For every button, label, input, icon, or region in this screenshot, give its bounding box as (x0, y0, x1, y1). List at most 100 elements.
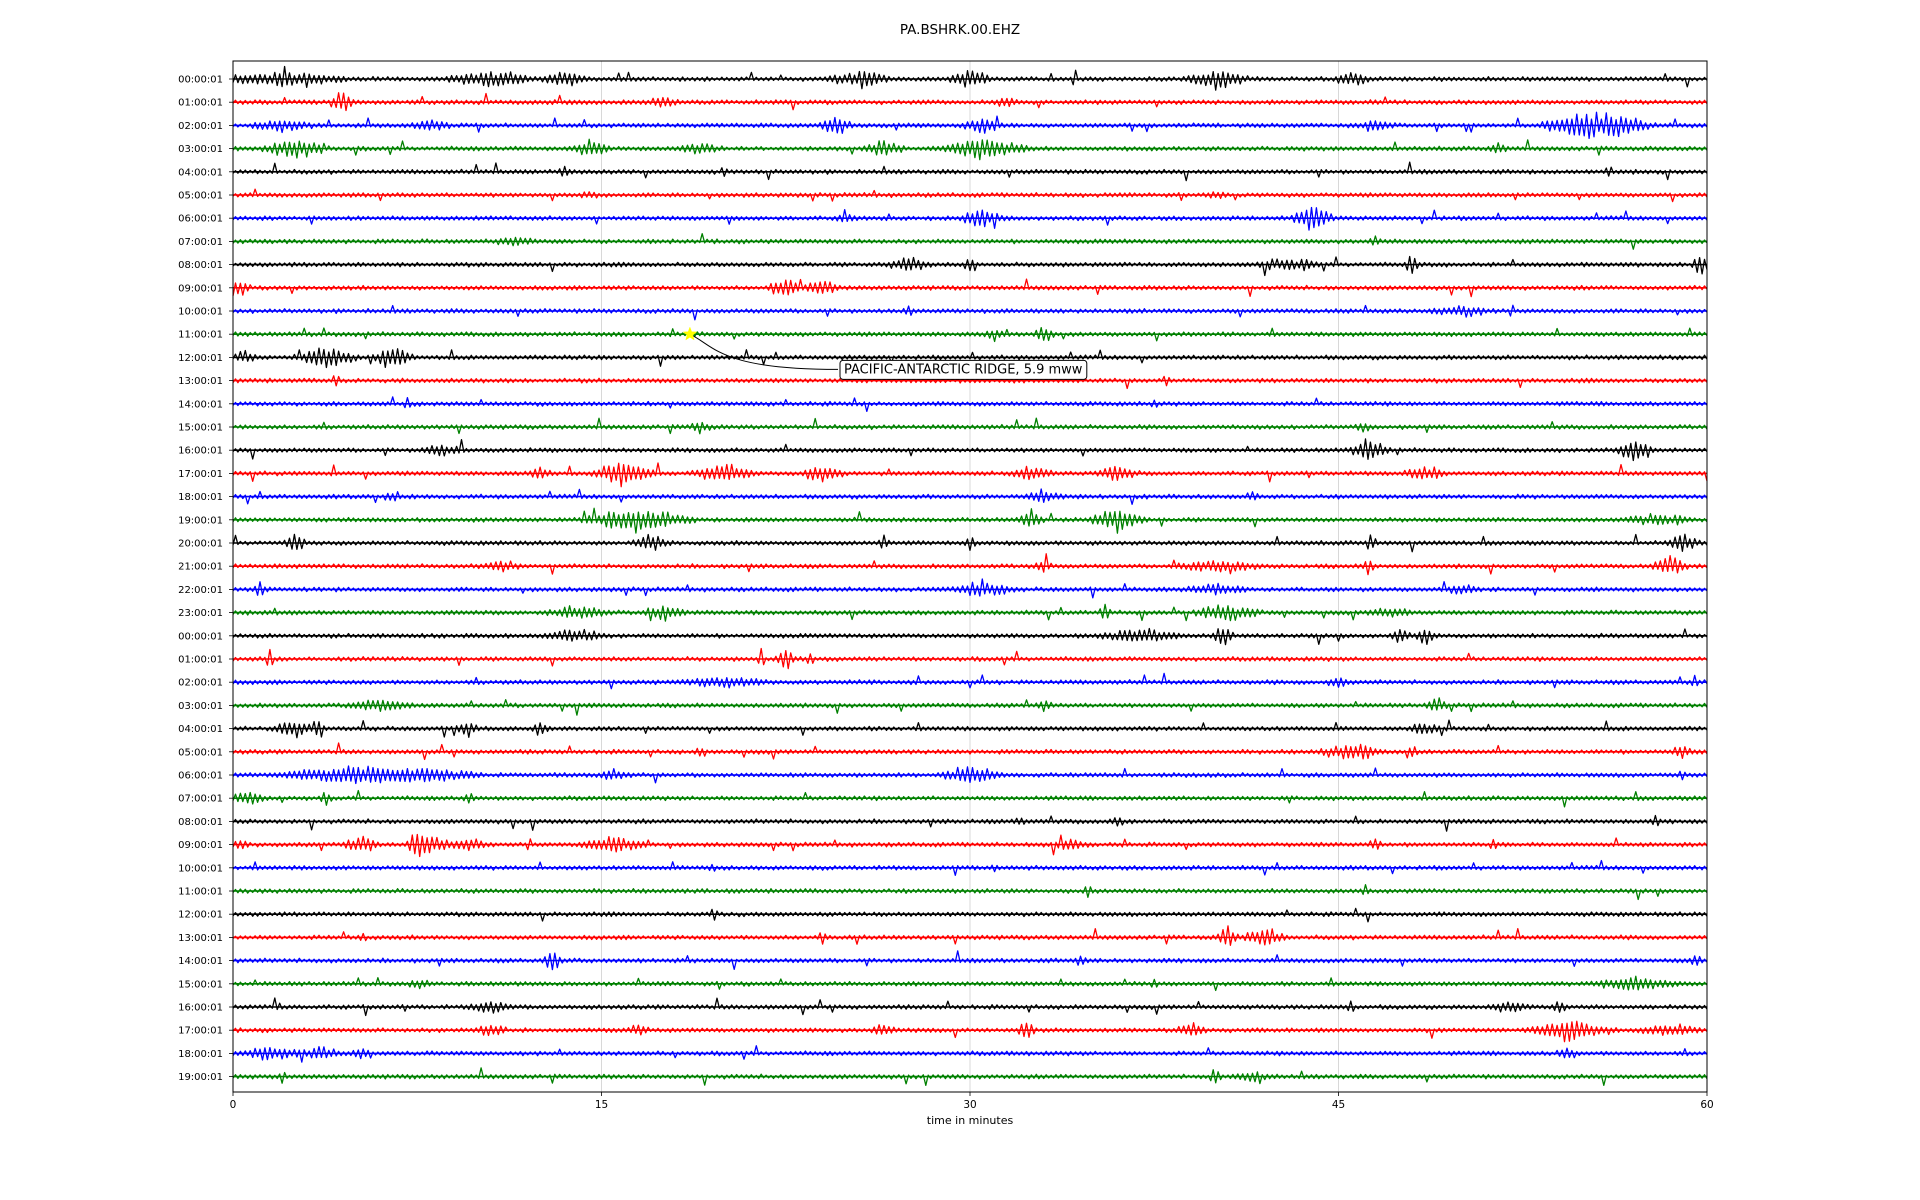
y-tick-label: 01:00:01 (178, 655, 223, 666)
annotation-arrow (689, 333, 839, 370)
chart-title: PA.BSHRK.00.EHZ (899, 22, 1021, 38)
x-tick-label: 60 (1700, 1099, 1713, 1111)
plot-border (232, 60, 1708, 1093)
y-tick-label: 06:00:01 (178, 214, 223, 225)
y-tick-label: 05:00:01 (178, 747, 223, 758)
trace-row (232, 533, 1708, 553)
trace-row (232, 907, 1708, 923)
trace-row (232, 138, 1708, 161)
trace-row (232, 1067, 1708, 1087)
y-tick-label: 11:00:01 (178, 330, 223, 341)
trace-row (232, 814, 1708, 832)
trace-row (232, 859, 1708, 876)
trace-row (232, 1020, 1708, 1043)
y-tick-labels: 00:00:01 01:00:01 02:00:01 03:00:01 04:00:01… (178, 75, 233, 1083)
y-tick-label: 23:00:01 (178, 608, 223, 619)
x-axis: 0 15 30 45 60 (230, 1092, 1714, 1111)
y-tick-label: 07:00:01 (178, 794, 223, 805)
y-tick-label: 10:00:01 (178, 863, 223, 874)
y-tick-label: 02:00:01 (178, 121, 223, 132)
annotation-label: PACIFIC-ANTARCTIC RIDGE, 5.9 mww (844, 362, 1083, 377)
y-tick-label: 04:00:01 (178, 167, 223, 178)
y-tick-label: 19:00:01 (178, 515, 223, 526)
trace-row (232, 1045, 1708, 1063)
trace-row (232, 765, 1708, 785)
y-tick-label: 16:00:01 (178, 446, 223, 457)
trace-row (232, 789, 1708, 808)
x-tick-label: 45 (1332, 1099, 1345, 1111)
y-tick-label: 14:00:01 (178, 399, 223, 410)
trace-row (232, 647, 1708, 670)
trace-row (232, 672, 1708, 690)
trace-row (232, 304, 1708, 321)
y-tick-label: 03:00:01 (178, 144, 223, 155)
y-tick-label: 18:00:01 (178, 1049, 223, 1060)
trace-row (232, 326, 1708, 343)
y-tick-label: 17:00:01 (178, 1026, 223, 1037)
y-tick-label: 07:00:01 (178, 237, 223, 248)
y-tick-label: 17:00:01 (178, 469, 223, 480)
trace-row (232, 697, 1708, 716)
trace-row (232, 111, 1708, 140)
trace-row (232, 188, 1708, 203)
trace-row (232, 375, 1708, 390)
trace-rows (232, 65, 1708, 1087)
trace-row (232, 975, 1708, 992)
trace-row (232, 438, 1708, 462)
trace-row (232, 233, 1708, 250)
trace-row (232, 742, 1708, 761)
y-tick-label: 18:00:01 (178, 492, 223, 503)
y-tick-label: 06:00:01 (178, 771, 223, 782)
y-tick-label: 14:00:01 (178, 956, 223, 967)
trace-row (232, 161, 1708, 182)
y-tick-label: 12:00:01 (178, 353, 223, 364)
x-tick-label: 30 (963, 1099, 976, 1111)
y-tick-label: 15:00:01 (178, 979, 223, 990)
trace-row (232, 833, 1708, 858)
y-tick-label: 09:00:01 (178, 840, 223, 851)
trace-row (232, 719, 1708, 739)
trace-row (232, 206, 1708, 231)
trace-row (232, 65, 1708, 91)
y-tick-label: 09:00:01 (178, 283, 223, 294)
trace-row (232, 347, 1708, 369)
trace-row (232, 488, 1708, 505)
x-tick-label: 0 (230, 1099, 237, 1111)
y-tick-label: 10:00:01 (178, 307, 223, 318)
y-tick-label: 01:00:01 (178, 98, 223, 109)
y-tick-label: 08:00:01 (178, 817, 223, 828)
y-tick-label: 12:00:01 (178, 910, 223, 921)
trace-row (232, 950, 1708, 971)
trace-row (232, 603, 1708, 622)
y-tick-label: 03:00:01 (178, 701, 223, 712)
trace-row (232, 578, 1708, 599)
x-tick-label: 15 (595, 1099, 608, 1111)
trace-row (232, 925, 1708, 946)
y-tick-label: 15:00:01 (178, 423, 223, 434)
trace-row (232, 507, 1708, 534)
x-gridlines (601, 61, 1339, 1092)
trace-row (232, 997, 1708, 1017)
event-annotation: PACIFIC-ANTARCTIC RIDGE, 5.9 mww (682, 326, 1088, 380)
x-axis-label: time in minutes (927, 1114, 1014, 1127)
y-tick-label: 00:00:01 (178, 631, 223, 642)
y-tick-label: 11:00:01 (178, 887, 223, 898)
trace-row (232, 255, 1708, 277)
y-tick-label: 08:00:01 (178, 260, 223, 271)
trace-row (232, 278, 1708, 298)
trace-row (232, 462, 1708, 488)
y-tick-label: 13:00:01 (178, 376, 223, 387)
trace-row (232, 92, 1708, 112)
event-star-marker (682, 326, 698, 341)
trace-row (232, 396, 1708, 413)
y-tick-label: 20:00:01 (178, 539, 223, 550)
y-tick-label: 19:00:01 (178, 1072, 223, 1083)
trace-row (232, 884, 1708, 901)
y-tick-label: 05:00:01 (178, 191, 223, 202)
trace-row (232, 553, 1708, 576)
y-tick-label: 21:00:01 (178, 562, 223, 573)
y-tick-label: 00:00:01 (178, 75, 223, 86)
annotation-box (839, 359, 1088, 380)
trace-row (232, 417, 1708, 435)
